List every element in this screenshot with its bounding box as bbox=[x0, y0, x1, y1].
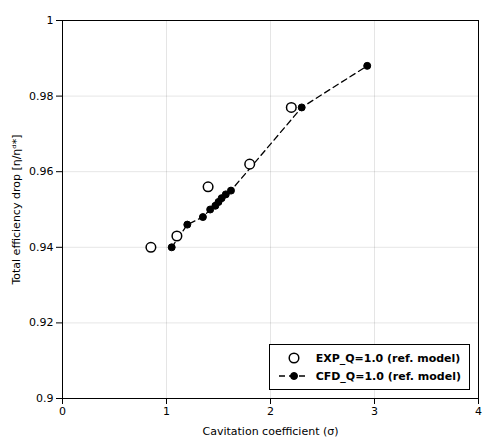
svg-text:0.98: 0.98 bbox=[29, 90, 54, 103]
svg-text:3: 3 bbox=[371, 405, 378, 418]
svg-text:0.92: 0.92 bbox=[29, 316, 54, 329]
html-text:CFD_Q=1.0 (ref. model): CFD_Q=1.0 (ref. model) bbox=[315, 369, 461, 383]
svg-text:0: 0 bbox=[59, 405, 66, 418]
svg-text:4: 4 bbox=[475, 405, 482, 418]
svg-text:0.9: 0.9 bbox=[36, 392, 54, 405]
svg-text:1: 1 bbox=[47, 14, 54, 27]
svg-text:Total efficiency drop [η/ηᵈ*]: Total efficiency drop [η/ηᵈ*] bbox=[10, 134, 23, 285]
html-text:EXP_Q=1.0 (ref. model): EXP_Q=1.0 (ref. model) bbox=[315, 351, 461, 365]
svg-text:2: 2 bbox=[267, 405, 274, 418]
svg-text:0.96: 0.96 bbox=[29, 165, 54, 178]
svg-text:1: 1 bbox=[163, 405, 170, 418]
svg-text:Cavitation coefficient (σ): Cavitation coefficient (σ) bbox=[203, 425, 339, 438]
svg-text:0.94: 0.94 bbox=[29, 241, 54, 254]
